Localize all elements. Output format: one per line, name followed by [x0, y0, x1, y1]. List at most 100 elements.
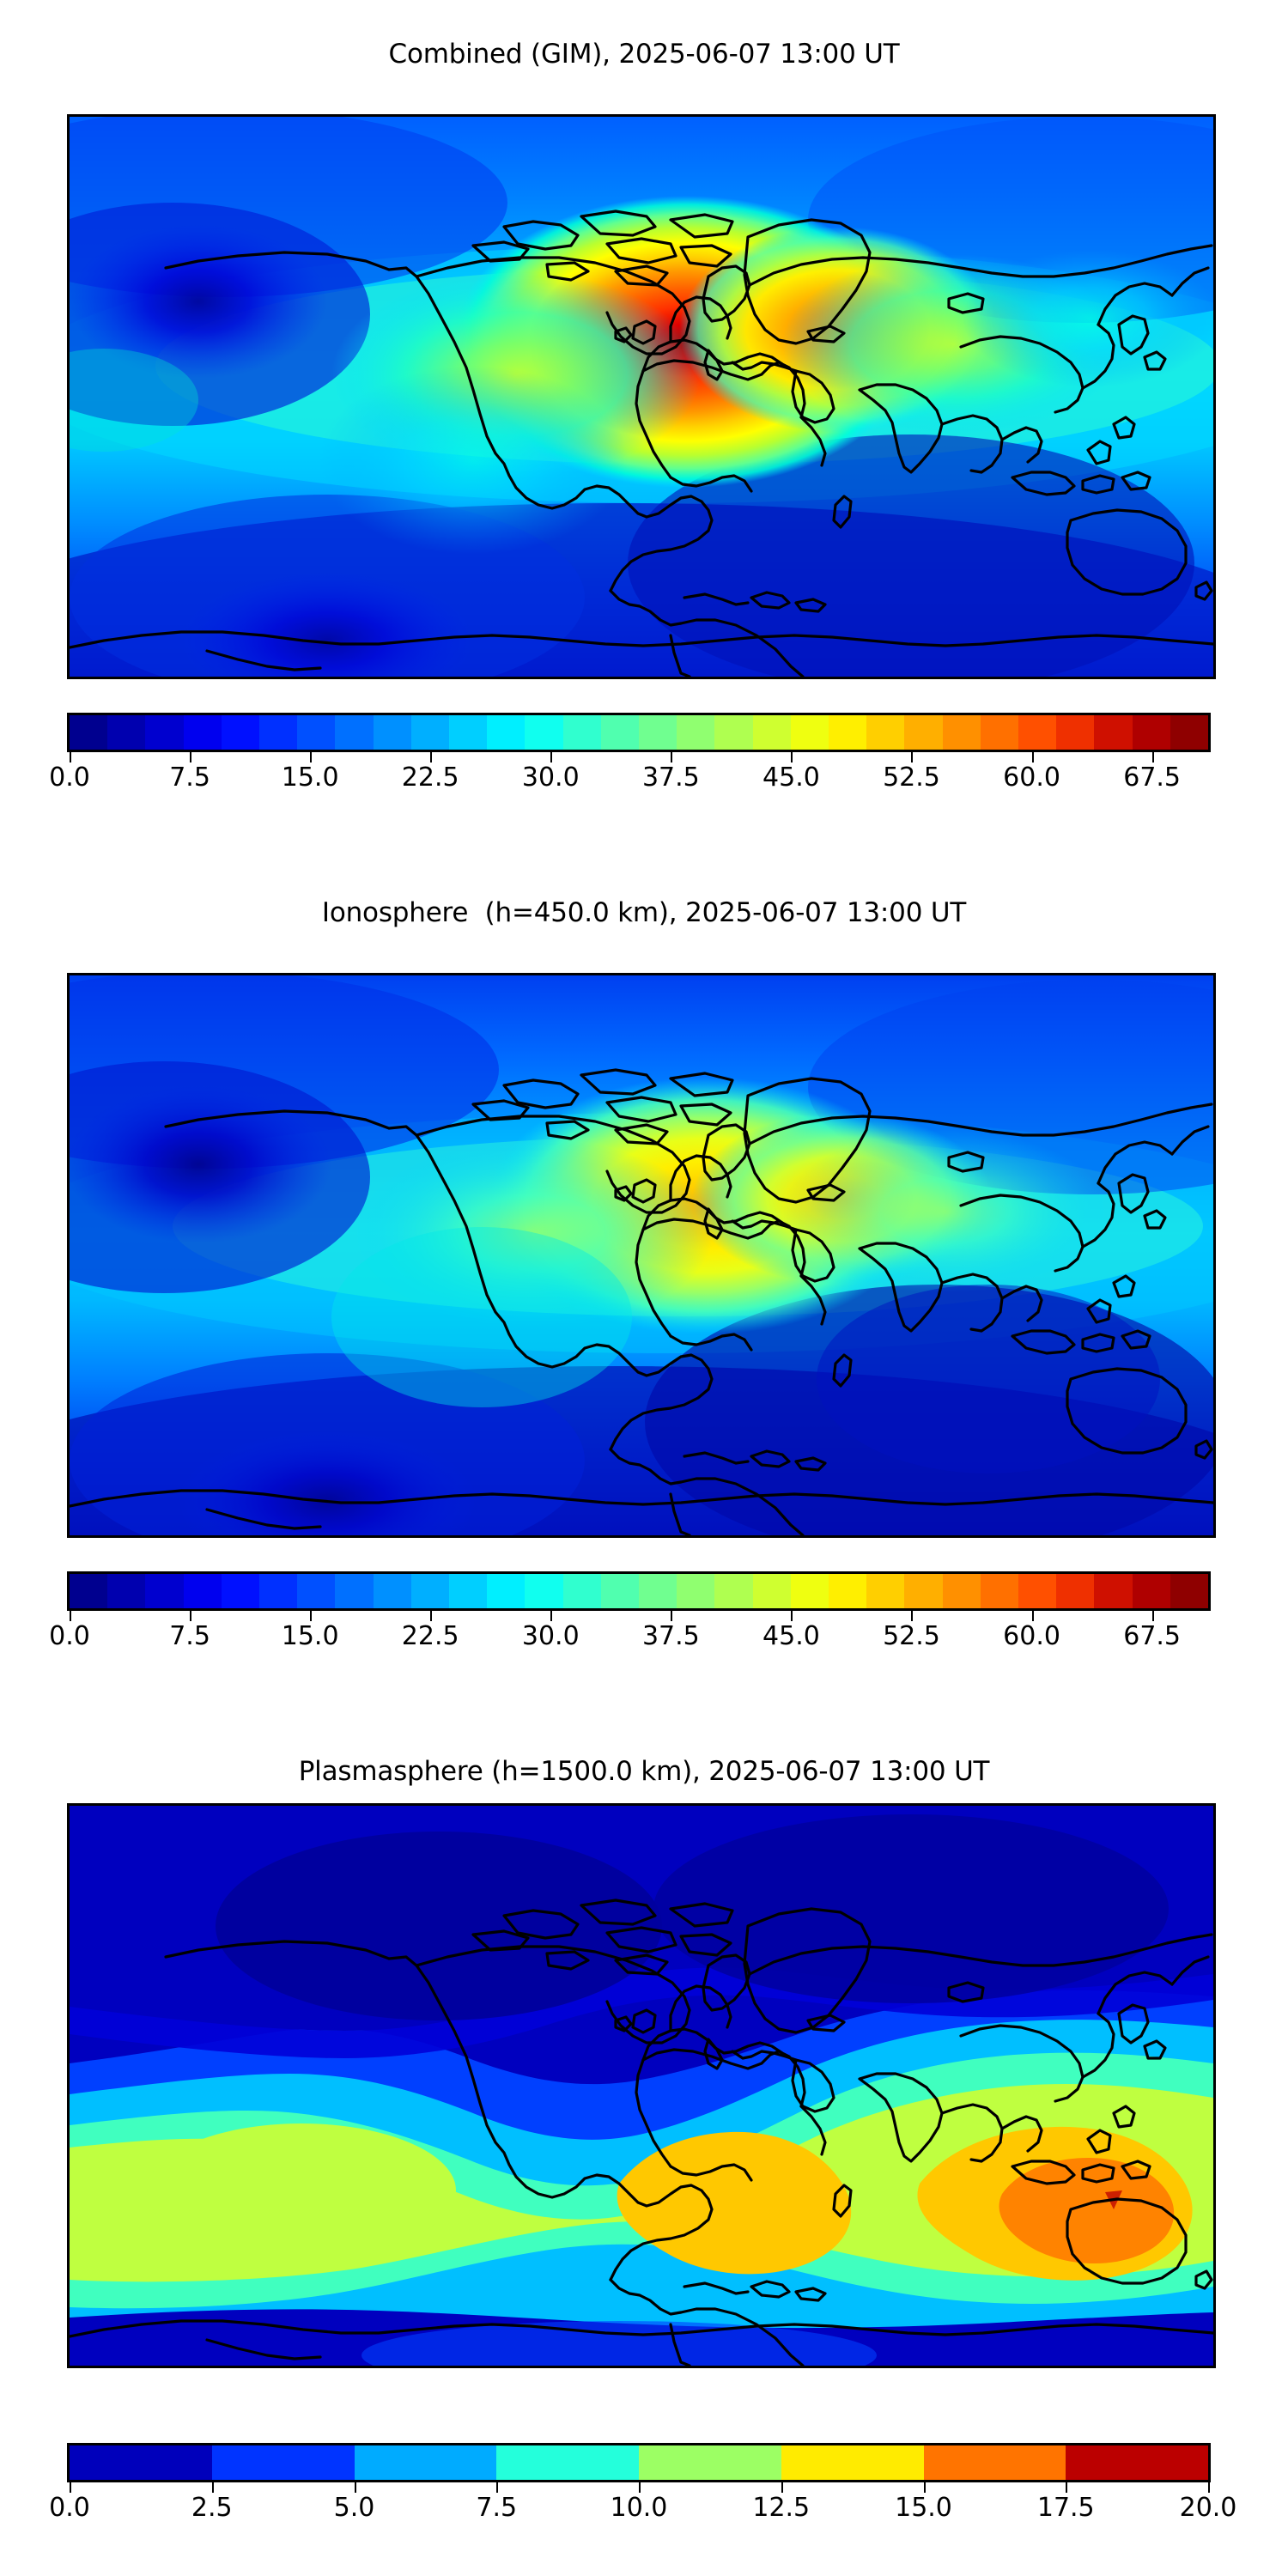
colorbar-segment	[1132, 1574, 1170, 1608]
colorbar-tick	[911, 1611, 914, 1621]
colorbar-segment	[600, 1574, 640, 1608]
colorbar-segment	[714, 715, 753, 750]
colorbar-segment	[904, 1574, 943, 1608]
colorbar-tick-label: 7.5	[476, 2493, 518, 2523]
colorbar-tick	[791, 1611, 793, 1621]
colorbar-tick	[354, 2482, 356, 2493]
colorbar-tick	[1031, 752, 1034, 762]
colorbar-segment	[259, 715, 298, 750]
colorbar-segment	[752, 715, 791, 750]
colorbar-ticks-combined-gim	[67, 752, 1211, 762]
colorbar-segment	[677, 715, 715, 750]
colorbar-tick-label: 2.5	[191, 2493, 233, 2523]
map-canvas-ionosphere	[70, 975, 1213, 1535]
colorbar-ticks-plasmasphere	[67, 2482, 1211, 2493]
colorbar-segment	[297, 715, 336, 750]
colorbar-tick-label: 60.0	[1003, 1621, 1060, 1651]
colorbar-segment	[525, 715, 563, 750]
colorbar-segment	[1056, 1574, 1095, 1608]
colorbar-segment	[980, 1574, 1019, 1608]
colorbar-segment	[496, 2445, 639, 2480]
map-ionosphere	[67, 973, 1216, 1538]
colorbar-strip-combined-gim	[67, 713, 1211, 752]
colorbar-tick-label: 45.0	[762, 1621, 820, 1651]
panel-title-plasmasphere: Plasmasphere (h=1500.0 km), 2025-06-07 1…	[298, 1756, 990, 1787]
colorbar-tick-label: 52.5	[883, 762, 940, 793]
colorbar-segment	[145, 715, 184, 750]
colorbar-tick	[923, 2482, 926, 2493]
colorbar-tick-label: 45.0	[762, 762, 820, 793]
colorbar-segment	[600, 715, 640, 750]
colorbar-segment	[980, 715, 1019, 750]
colorbar-tick-label: 0.0	[49, 1621, 90, 1651]
colorbar-tick	[430, 1611, 433, 1621]
colorbar-segment	[1132, 715, 1170, 750]
colorbar-tick-label: 10.0	[610, 2493, 668, 2523]
colorbar-strip-ionosphere	[67, 1571, 1211, 1611]
colorbar-tick	[310, 1611, 313, 1621]
colorbar-segment	[1018, 1574, 1057, 1608]
colorbar-segment	[373, 1574, 411, 1608]
colorbar-ticks-ionosphere	[67, 1611, 1211, 1621]
colorbar-tick	[190, 1611, 192, 1621]
colorbar-tick-label: 67.5	[1123, 762, 1182, 793]
colorbar-segment	[70, 715, 108, 750]
colorbar-tick-label: 15.0	[895, 2493, 952, 2523]
colorbar-tick-label: 7.5	[169, 762, 210, 793]
colorbar-segment	[781, 2445, 924, 2480]
colorbar-segment	[211, 2445, 355, 2480]
colorbar-segment	[562, 1574, 601, 1608]
colorbar-segment	[829, 715, 867, 750]
colorbar-segment	[942, 1574, 981, 1608]
colorbar-segment	[373, 715, 411, 750]
colorbar-tick-label: 0.0	[49, 762, 90, 793]
colorbar-segment	[904, 715, 943, 750]
colorbar-segment	[714, 1574, 753, 1608]
colorbar-segment	[829, 1574, 867, 1608]
colorbar-segment	[1094, 715, 1133, 750]
colorbar-tick	[1151, 752, 1154, 762]
colorbar-tick	[1208, 2482, 1210, 2493]
coastlines-plasmasphere	[70, 1899, 1213, 2366]
colorbar-segment	[525, 1574, 563, 1608]
colorbar-tick-label: 52.5	[883, 1621, 940, 1651]
colorbar-tick-label: 0.0	[49, 2493, 90, 2523]
colorbar-segment	[639, 2445, 781, 2480]
colorbar-segment	[1170, 715, 1208, 750]
colorbar-tick	[550, 752, 553, 762]
colorbar-tick	[211, 2482, 214, 2493]
colorbar-segment	[449, 1574, 488, 1608]
colorbar-tick-label: 20.0	[1179, 2493, 1237, 2523]
colorbar-segment	[866, 1574, 905, 1608]
colorbar-segment	[639, 1574, 677, 1608]
colorbar-segment	[923, 2445, 1066, 2480]
colorbar-tick-label: 60.0	[1003, 762, 1060, 793]
colorbar-segment	[183, 1574, 222, 1608]
colorbar-segment	[297, 1574, 336, 1608]
colorbar-tick	[639, 2482, 641, 2493]
colorbar-tick-label: 5.0	[333, 2493, 375, 2523]
colorbar-tick	[671, 1611, 673, 1621]
colorbar-segment	[354, 2445, 497, 2480]
colorbar-segment	[677, 1574, 715, 1608]
panel-combined-gim: Combined (GIM), 2025-06-07 13:00 UT	[0, 0, 1288, 859]
colorbar-tick-label: 12.5	[752, 2493, 811, 2523]
colorbar-segment	[790, 1574, 829, 1608]
colorbar-segment	[410, 715, 450, 750]
coastlines-combined-gim	[70, 210, 1213, 677]
colorbar-segment	[107, 715, 146, 750]
colorbar-tick	[70, 752, 71, 762]
colorbar-segment	[562, 715, 601, 750]
colorbar-segment	[259, 1574, 298, 1608]
colorbar-tick-label: 30.0	[521, 762, 580, 793]
colorbar-tick	[550, 1611, 553, 1621]
colorbar-tick-label: 67.5	[1123, 1621, 1182, 1651]
colorbar-tick-label: 22.5	[401, 1621, 459, 1651]
colorbar-segment	[790, 715, 829, 750]
colorbar-segment	[70, 2445, 212, 2480]
colorbar-segment	[487, 715, 526, 750]
colorbar-tick	[781, 2482, 783, 2493]
colorbar-tick	[671, 752, 673, 762]
colorbar-segment	[639, 715, 677, 750]
